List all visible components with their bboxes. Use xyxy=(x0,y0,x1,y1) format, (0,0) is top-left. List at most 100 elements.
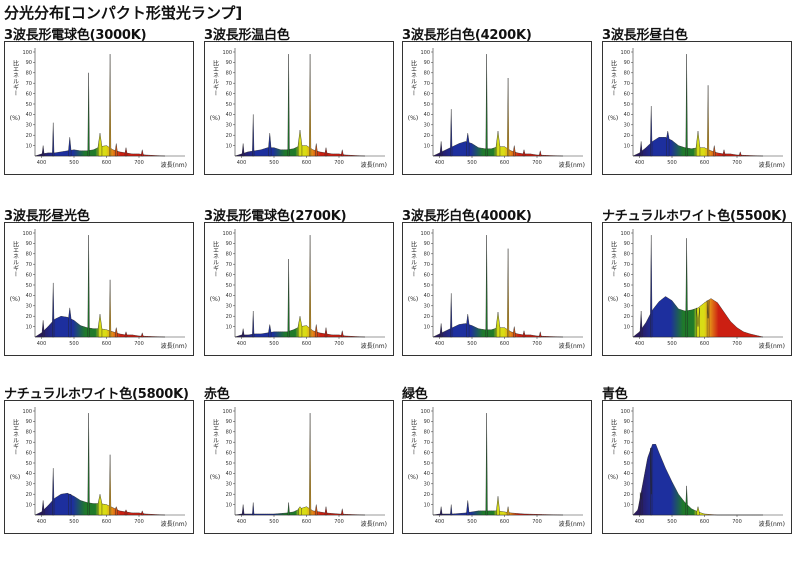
emission-peak xyxy=(485,413,488,516)
y-tick-label: 60 xyxy=(624,450,630,456)
y-tick-label: 60 xyxy=(226,450,232,456)
x-axis-label: 波長(nm) xyxy=(361,161,387,169)
emission-peak xyxy=(324,327,328,338)
y-tick-label: 60 xyxy=(226,272,232,278)
y-tick-label: 70 xyxy=(624,81,630,87)
y-tick-label: 30 xyxy=(424,123,430,129)
emission-peak xyxy=(495,131,501,157)
page-title: 分光分布[コンパクト形蛍光ランプ] xyxy=(4,4,243,22)
y-tick-label: 90 xyxy=(424,241,430,247)
x-tick-label: 600 xyxy=(302,160,312,166)
y-tick-label: 70 xyxy=(624,262,630,268)
y-tick-label: 50 xyxy=(226,102,232,108)
y-tick-label: 80 xyxy=(424,71,430,77)
x-tick-label: 500 xyxy=(667,160,677,166)
x-tick-label: 500 xyxy=(467,519,477,525)
y-tick-label: 20 xyxy=(624,314,630,320)
y-tick-label: 60 xyxy=(624,272,630,278)
y-tick-label: 40 xyxy=(226,293,232,299)
x-tick-label: 600 xyxy=(102,341,112,347)
y-axis-label: 比エネルギー xyxy=(212,59,219,96)
y-tick-label: 10 xyxy=(26,324,32,330)
emission-peak xyxy=(252,114,255,157)
spectrum-svg: 10 20 30 40 50 60 70 80 90 100 400 500 600 700 比エネルギー (… xyxy=(10,407,187,528)
x-tick-label: 500 xyxy=(667,341,677,347)
y-tick-label: 30 xyxy=(226,482,232,488)
y-tick-label: 50 xyxy=(226,283,232,289)
emission-peak xyxy=(87,235,90,338)
emission-peak xyxy=(109,54,112,157)
y-tick-label: 90 xyxy=(26,60,32,66)
emission-peak xyxy=(522,149,526,157)
chart-panel: 10 20 30 40 50 60 70 80 90 100 400 500 600 700 比エネルギー (… xyxy=(402,222,592,356)
y-tick-label: 40 xyxy=(226,112,232,118)
y-tick-label: 60 xyxy=(26,450,32,456)
x-axis-label: 波長(nm) xyxy=(161,520,187,528)
y-tick-label: 20 xyxy=(26,492,32,498)
y-tick-label: 90 xyxy=(624,241,630,247)
emission-peak xyxy=(450,504,453,516)
chart-panel: 10 20 30 40 50 60 70 80 90 100 400 500 600 700 比エネルギー (… xyxy=(602,222,792,356)
y-tick-label: 20 xyxy=(226,133,232,139)
y-tick-label: 20 xyxy=(424,133,430,139)
x-axis-label: 波長(nm) xyxy=(559,342,585,350)
y-tick-label: 80 xyxy=(424,430,430,436)
x-tick-label: 400 xyxy=(635,341,645,347)
emission-peak xyxy=(696,506,700,516)
y-tick-label: 40 xyxy=(26,293,32,299)
x-tick-label: 400 xyxy=(37,341,47,347)
chart-panel: 10 20 30 40 50 60 70 80 90 100 400 500 600 700 比エネルギー (… xyxy=(402,400,592,534)
x-tick-label: 500 xyxy=(69,341,79,347)
x-tick-label: 700 xyxy=(532,519,542,525)
y-tick-label: 50 xyxy=(226,461,232,467)
y-tick-label: 90 xyxy=(226,419,232,425)
x-axis-label: 波長(nm) xyxy=(759,161,785,169)
emission-peak xyxy=(97,314,103,338)
emission-peak xyxy=(124,509,128,516)
y-tick-label: 50 xyxy=(26,283,32,289)
emission-peak xyxy=(315,504,318,516)
y-tick-label: 60 xyxy=(624,91,630,97)
y-axis-unit: (%) xyxy=(408,296,418,303)
y-tick-label: 80 xyxy=(26,71,32,77)
emission-peak xyxy=(241,143,245,157)
emission-peak xyxy=(109,454,112,516)
y-tick-label: 70 xyxy=(226,81,232,87)
emission-peak xyxy=(97,494,103,516)
y-tick-label: 60 xyxy=(26,91,32,97)
y-tick-label: 10 xyxy=(624,324,630,330)
y-tick-label: 90 xyxy=(226,241,232,247)
x-axis-label: 波長(nm) xyxy=(161,342,187,350)
emission-peak xyxy=(341,149,344,157)
emission-peak xyxy=(706,300,710,338)
y-axis-unit: (%) xyxy=(608,115,618,122)
y-tick-label: 40 xyxy=(624,471,630,477)
emission-peak xyxy=(639,141,643,157)
emission-peak xyxy=(115,143,118,157)
x-axis-label: 波長(nm) xyxy=(361,520,387,528)
x-tick-label: 500 xyxy=(69,519,79,525)
emission-peak xyxy=(109,279,112,338)
y-tick-label: 40 xyxy=(424,112,430,118)
x-tick-label: 700 xyxy=(334,519,344,525)
x-tick-label: 600 xyxy=(700,519,710,525)
y-tick-label: 80 xyxy=(424,252,430,258)
emission-peak xyxy=(666,131,670,157)
emission-peak xyxy=(650,447,653,516)
emission-peak xyxy=(268,133,272,157)
y-tick-label: 10 xyxy=(26,502,32,508)
emission-peak xyxy=(252,310,255,338)
y-tick-label: 20 xyxy=(624,133,630,139)
emission-peak xyxy=(639,492,643,516)
chart-title: 青色 xyxy=(602,387,628,402)
emission-peak xyxy=(439,141,443,157)
emission-peak xyxy=(41,320,45,338)
emission-peak xyxy=(68,307,72,338)
emission-peak xyxy=(485,54,488,157)
y-tick-label: 30 xyxy=(424,482,430,488)
spectrum-svg: 10 20 30 40 50 60 70 80 90 100 400 500 600 700 比エネルギー (… xyxy=(608,48,785,169)
x-tick-label: 600 xyxy=(700,160,710,166)
y-axis-label: 比エネルギー xyxy=(212,240,219,277)
emission-peak xyxy=(707,85,710,157)
x-tick-label: 700 xyxy=(134,160,144,166)
